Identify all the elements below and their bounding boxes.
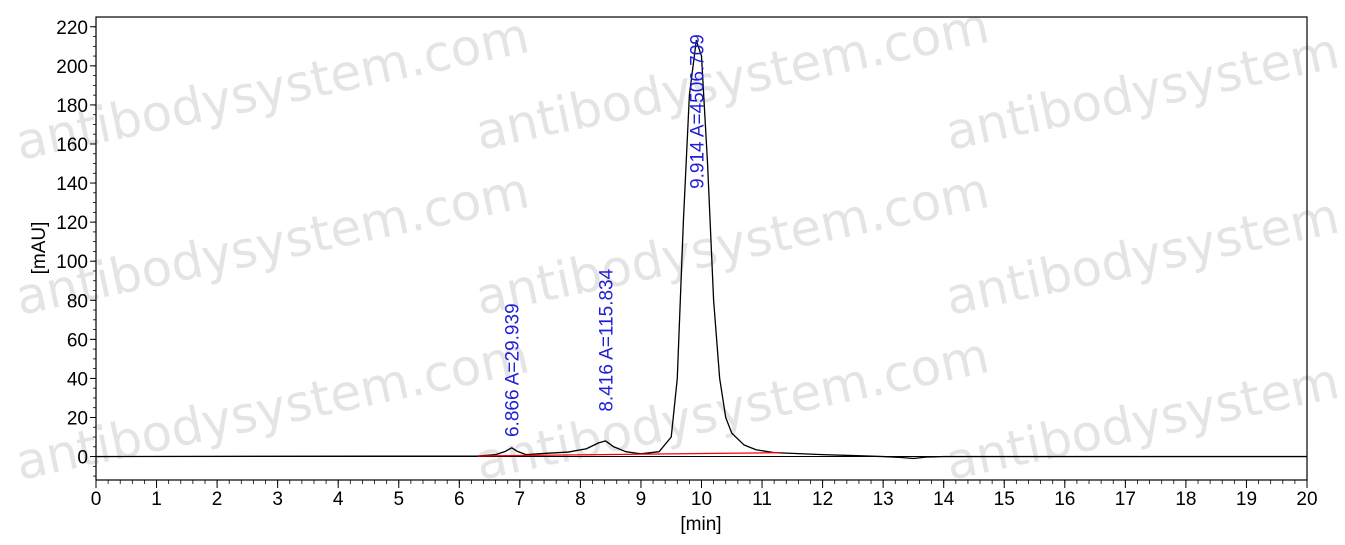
x-tick-label: 8 <box>575 489 586 510</box>
x-tick-label: 4 <box>333 489 344 510</box>
signal-trace <box>95 39 1307 460</box>
y-tick-label: 0 <box>77 448 88 469</box>
x-tick-label: 20 <box>1296 489 1317 510</box>
x-tick-label: 13 <box>873 489 894 510</box>
x-tick-label: 12 <box>812 489 833 510</box>
y-tick-label: 40 <box>67 369 88 390</box>
x-tick-label: 14 <box>933 489 955 510</box>
y-tick-label: 100 <box>56 252 88 273</box>
watermark-text: antibodysystem.com <box>470 326 994 491</box>
y-tick-label: 20 <box>67 408 88 429</box>
watermark-text: antibodysystem.com <box>940 0 1345 162</box>
watermark-text: antibodysystem.com <box>940 326 1345 491</box>
y-tick-label: 120 <box>56 213 88 234</box>
y-tick-label: 180 <box>56 96 88 117</box>
watermark-text: antibodysystem.com <box>940 161 1345 326</box>
peak-label: 6.866 A=29.939 <box>503 303 524 437</box>
x-tick-label: 6 <box>454 489 465 510</box>
y-tick-label: 220 <box>56 18 88 39</box>
peak-annotations: 6.866 A=29.939 8.416 A=115.834 9.914 A=450… <box>503 34 709 437</box>
x-tick-label: 15 <box>994 489 1015 510</box>
x-axis: 0 1 2 3 4 5 6 7 8 9 10 11 12 13 14 15 16 17 18 19 20 <box>91 480 1318 510</box>
x-tick-label: 10 <box>691 489 712 510</box>
y-tick-label: 80 <box>67 291 88 312</box>
x-tick-label: 5 <box>393 489 404 510</box>
series-layer <box>95 39 1307 460</box>
x-tick-label: 1 <box>151 489 162 510</box>
x-tick-label: 19 <box>1236 489 1257 510</box>
watermark-text: antibodysystem.com <box>10 326 534 491</box>
y-axis-title: [mAU] <box>29 222 50 275</box>
watermark-text: antibodysystem.com <box>10 6 534 171</box>
x-tick-label: 17 <box>1115 489 1136 510</box>
y-tick-label: 60 <box>67 330 88 351</box>
x-tick-label: 2 <box>212 489 223 510</box>
y-tick-label: 140 <box>56 174 88 195</box>
x-tick-label: 18 <box>1175 489 1196 510</box>
x-tick-label: 7 <box>515 489 526 510</box>
x-tick-label: 0 <box>91 489 102 510</box>
x-axis-title: [min] <box>680 514 721 535</box>
x-tick-label: 9 <box>636 489 647 510</box>
y-tick-label: 160 <box>56 135 88 156</box>
peak-label: 8.416 A=115.834 <box>597 268 618 411</box>
x-tick-label: 11 <box>752 489 772 510</box>
integration-baseline <box>477 452 781 457</box>
peak-label: 9.914 A=4506.709 <box>687 34 708 189</box>
watermark-text: antibodysystem.com <box>10 161 534 326</box>
watermark-text: antibodysystem.com <box>470 161 994 326</box>
watermark-text: antibodysystem.com <box>470 0 994 162</box>
y-axis: 0 20 40 60 80 100 120 140 160 180 200 220 <box>56 18 96 477</box>
y-tick-label: 200 <box>56 57 88 78</box>
x-tick-label: 16 <box>1054 489 1075 510</box>
x-tick-label: 3 <box>272 489 283 510</box>
watermark-layer: antibodysystem.comantibodysystem.comanti… <box>10 0 1345 492</box>
